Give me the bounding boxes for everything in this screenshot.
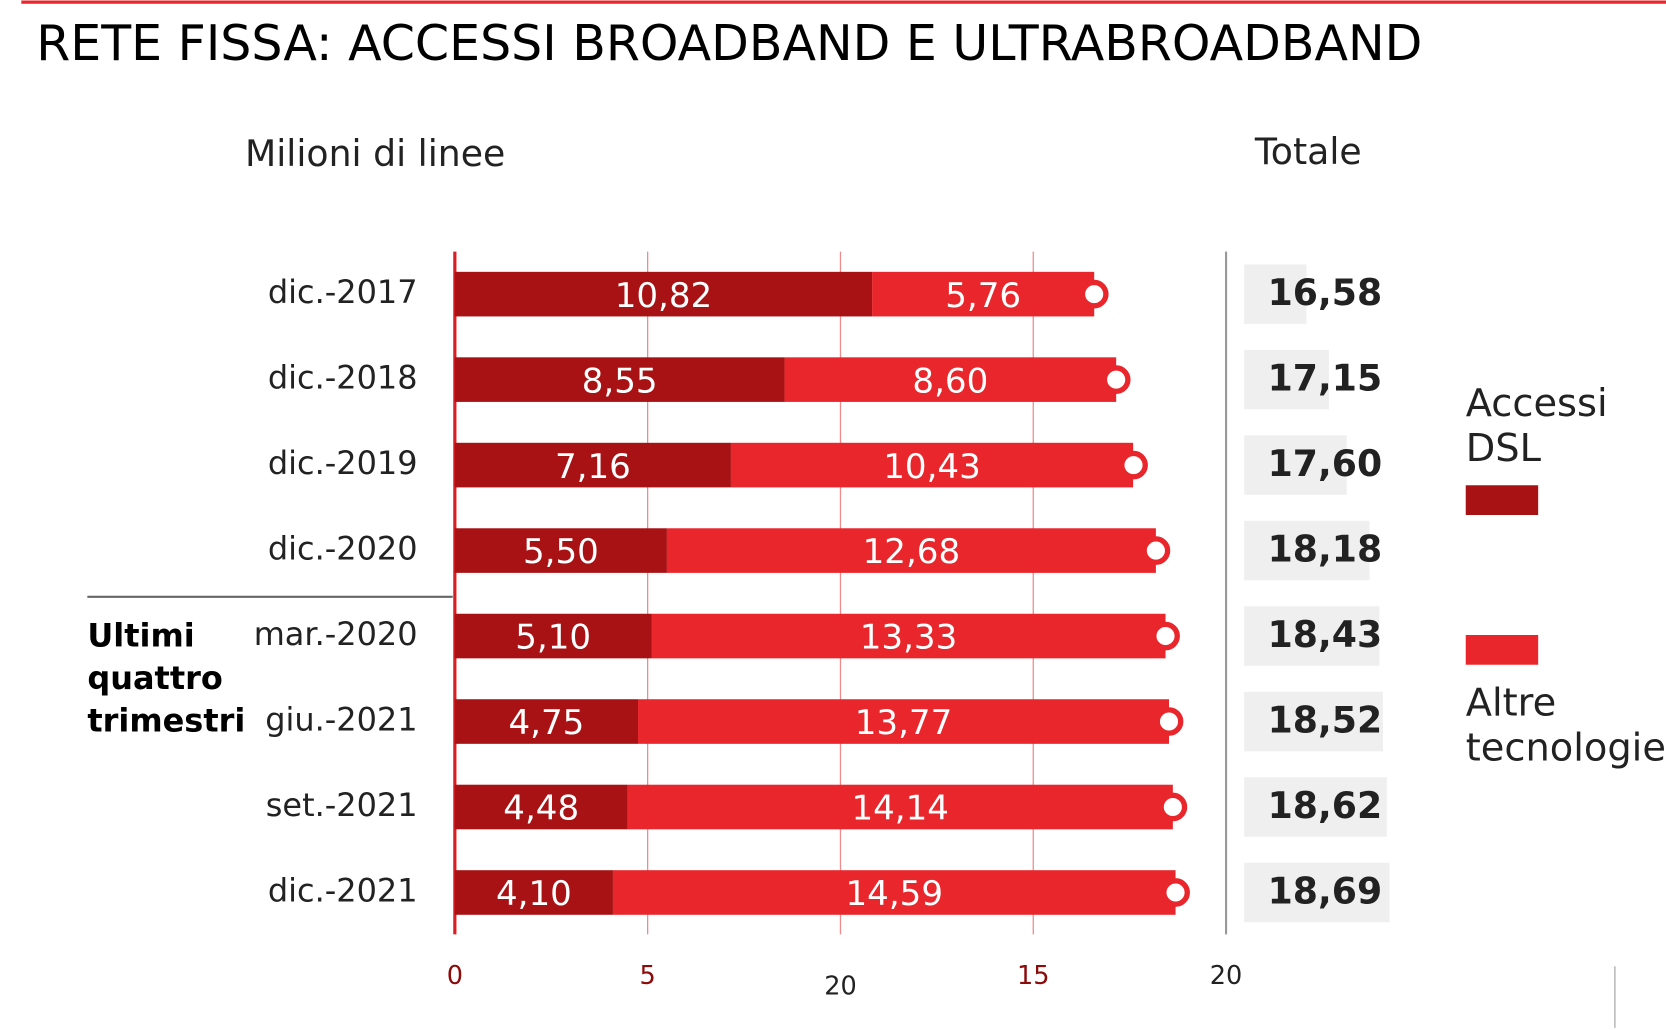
total-label: 18,18 — [1268, 528, 1383, 571]
x-tick-label: 15 — [1017, 961, 1050, 991]
total-label: 16,58 — [1268, 271, 1383, 314]
total-label: 17,15 — [1268, 357, 1383, 400]
total-box — [1244, 435, 1347, 495]
total-marker — [1119, 450, 1148, 480]
bar-value-label: 10,82 — [615, 276, 713, 316]
y-tick-label: dic.-2018 — [268, 359, 418, 397]
bar-value-label: 14,14 — [851, 789, 949, 829]
bar-segment — [612, 870, 1176, 915]
y-tick-label: dic.-2017 — [268, 273, 418, 311]
bar-segment — [627, 784, 1173, 830]
bar-value-label: 4,48 — [503, 789, 579, 829]
y-tick-label: set.-2021 — [266, 786, 418, 824]
bar-value-label: 8,55 — [582, 361, 658, 401]
bar-value-label: 7,16 — [555, 447, 631, 487]
bar-segment — [454, 271, 873, 317]
total-box — [1244, 691, 1383, 752]
total-marker — [1158, 792, 1188, 822]
total-label: 18,52 — [1268, 699, 1383, 742]
bar-segment — [454, 784, 628, 830]
bar-segment — [454, 357, 785, 402]
total-box — [1244, 520, 1370, 581]
y-tick-label: giu.-2021 — [265, 701, 417, 739]
total-box — [1244, 264, 1307, 324]
x-tick-label: 0 — [447, 961, 463, 991]
total-box — [1244, 777, 1387, 837]
bar-value-label: 14,59 — [845, 874, 943, 914]
bar-segment — [638, 699, 1169, 744]
total-label: 18,62 — [1268, 784, 1383, 827]
axis-label: Milioni di linee — [245, 132, 505, 175]
bar-value-label: 13,77 — [855, 703, 953, 743]
bar-segment — [872, 271, 1095, 317]
legend-swatch — [1465, 485, 1539, 515]
bar-value-label: 4,75 — [508, 703, 584, 743]
total-marker — [1079, 279, 1109, 309]
chart-title: RETE FISSA: ACCESSI BROADBAND E ULTRABRO… — [36, 15, 1422, 72]
x-tick-label: 5 — [640, 961, 656, 991]
total-marker — [1161, 878, 1190, 907]
bar-segment — [784, 357, 1117, 402]
bar-segment — [454, 870, 613, 915]
total-box — [1244, 862, 1390, 923]
bar-segment — [454, 613, 652, 659]
total-marker — [1151, 621, 1180, 651]
total-label: 18,43 — [1268, 613, 1383, 656]
bar-value-label: 10,43 — [883, 447, 981, 487]
legend-label: Accessi DSL — [1465, 382, 1608, 471]
bar-value-label: 5,10 — [515, 618, 591, 658]
bar-segment — [454, 699, 639, 744]
total-box — [1244, 349, 1329, 410]
x-tick-label: 20 — [1210, 961, 1243, 991]
total-marker — [1101, 365, 1131, 394]
bar-segment — [651, 613, 1166, 659]
y-tick-label: dic.-2021 — [268, 872, 418, 910]
bar-value-label: 8,60 — [912, 361, 988, 401]
y-tick-label: dic.-2019 — [268, 444, 418, 482]
bar-segment — [666, 528, 1156, 573]
bar-value-label: 5,76 — [945, 276, 1021, 316]
bar-value-label: 4,10 — [496, 874, 572, 914]
bar-segment — [454, 528, 667, 573]
total-label: 17,60 — [1268, 442, 1383, 485]
bar-value-label: 12,68 — [863, 532, 961, 572]
legend-text-box: Accessi DSL — [1465, 382, 1608, 471]
total-marker — [1154, 707, 1184, 736]
x-tick-label: 20 — [824, 972, 857, 1002]
bar-segment — [730, 442, 1134, 488]
legend-label: Altre tecnologie — [1465, 681, 1666, 770]
legend-swatch — [1465, 634, 1539, 665]
legend-text-box: Altre tecnologie — [1465, 681, 1666, 770]
total-marker — [1141, 536, 1171, 565]
y-tick-label: dic.-2020 — [268, 530, 418, 568]
group-label: Ultimi quattro trimestri — [87, 618, 246, 741]
group-label-box: Ultimi quattro trimestri — [87, 618, 246, 741]
total-label: 18,69 — [1268, 870, 1383, 913]
bar-value-label: 5,50 — [523, 532, 599, 572]
bar-value-label: 13,33 — [860, 618, 958, 658]
totals-header: Totale — [1254, 130, 1362, 173]
y-tick-label: mar.-2020 — [254, 615, 418, 653]
total-box — [1244, 606, 1380, 666]
bar-segment — [454, 442, 731, 488]
